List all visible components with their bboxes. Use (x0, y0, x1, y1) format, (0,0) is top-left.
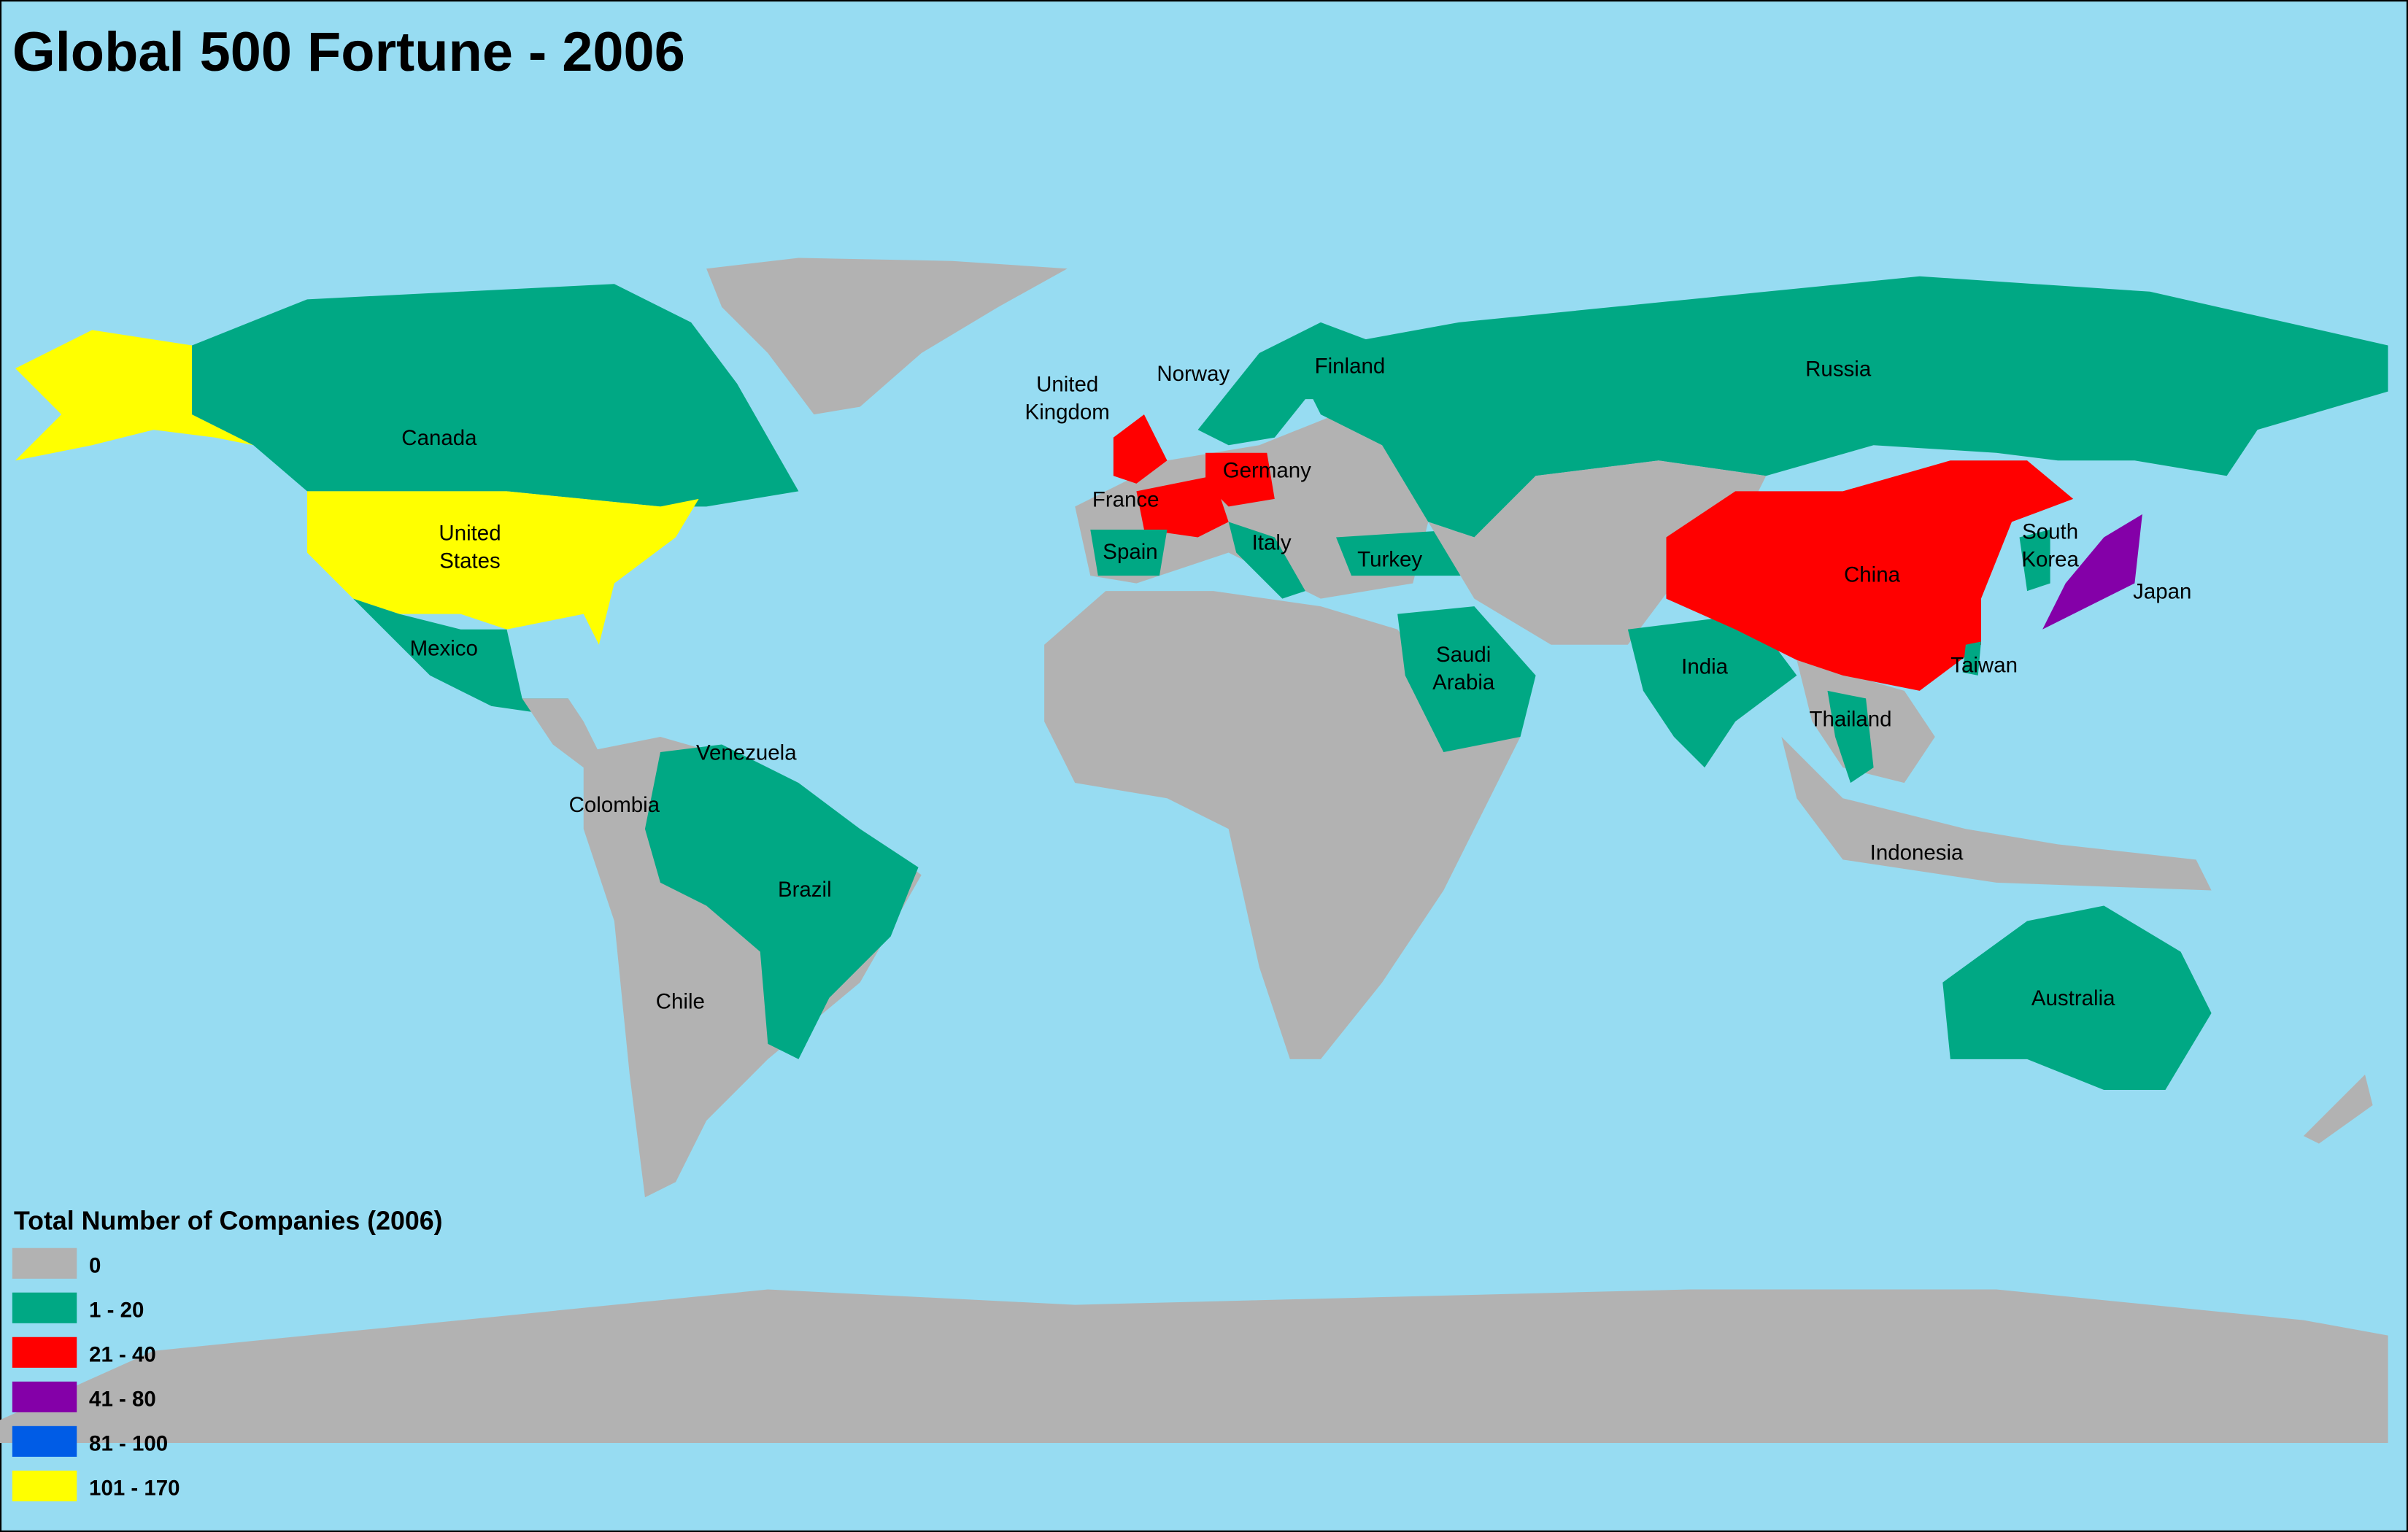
legend: 0 1 - 20 21 - 40 41 - 80 81 - 100 101 - 170 (12, 1247, 180, 1501)
greenland (706, 258, 1068, 415)
country-label: Germany (1223, 458, 1311, 482)
turkey (1335, 529, 1467, 576)
legend-swatch (12, 1425, 77, 1457)
country-label: Australia (2031, 986, 2115, 1010)
usa (306, 491, 699, 645)
taiwan (1962, 641, 1981, 676)
central-america (522, 698, 607, 768)
country-label: Brazil (778, 878, 832, 902)
thailand (1827, 690, 1874, 784)
legend-label: 1 - 20 (89, 1298, 144, 1322)
italy (1228, 522, 1305, 599)
country-label: Venezuela (696, 741, 797, 765)
alaska (15, 330, 254, 461)
legend-swatch (12, 1292, 77, 1323)
country-label: Taiwan (1950, 654, 2018, 678)
brazil-venezuela (644, 744, 919, 1059)
country-label: Chile (656, 989, 705, 1013)
map-title: Global 500 Fortune - 2006 (12, 21, 685, 83)
legend-title: Total Number of Companies (2006) (14, 1206, 443, 1235)
country-label: Japan (2133, 580, 2191, 604)
legend-swatch (12, 1336, 77, 1368)
country-label: South Korea (2021, 520, 2079, 572)
country-label: China (1844, 562, 1901, 587)
legend-label: 81 - 100 (89, 1431, 168, 1455)
india (1627, 614, 1797, 768)
country-label: Turkey (1357, 547, 1422, 571)
country-label: Finland (1315, 354, 1386, 378)
legend-swatch (12, 1381, 77, 1412)
legend-label: 21 - 40 (89, 1342, 156, 1366)
country-label: Indonesia (1870, 840, 1964, 864)
country-label: Colombia (569, 793, 660, 817)
country-label: Mexico (410, 636, 478, 660)
germany (1205, 452, 1275, 507)
country-label: Thailand (1810, 707, 1892, 731)
country-label: Norway (1157, 362, 1230, 386)
antarctica (0, 1289, 2388, 1443)
russia (1289, 276, 2388, 538)
new-zealand (2303, 1074, 2373, 1144)
saudi-arabia (1397, 606, 1536, 753)
legend-label: 41 - 80 (89, 1387, 156, 1411)
country-label: Canada (401, 426, 477, 450)
legend-label: 101 - 170 (89, 1477, 180, 1501)
mexico (353, 598, 568, 714)
legend-swatch (12, 1247, 77, 1279)
south-korea (2019, 529, 2050, 592)
australia (1942, 905, 2212, 1090)
legend-label: 0 (89, 1253, 101, 1277)
uk (1113, 414, 1168, 484)
country-label: Russia (1805, 357, 1872, 382)
country-label: France (1092, 487, 1159, 511)
central-asia (1428, 460, 1767, 645)
spain (1090, 529, 1168, 576)
africa (1044, 591, 1521, 1059)
canada (192, 284, 799, 507)
land (0, 258, 2388, 1443)
country-label: India (1681, 655, 1728, 679)
indonesia (1781, 737, 2212, 891)
country-labels: Canada United States Mexico Venezuela Colombi… (401, 354, 2191, 1013)
legend-swatch (12, 1470, 77, 1501)
country-label: Saudi Arabia (1432, 643, 1495, 695)
country-label: Spain (1103, 540, 1157, 564)
country-label: Italy (1252, 530, 1292, 554)
china (1666, 460, 2074, 691)
country-label: United States (439, 522, 501, 573)
france (1136, 476, 1229, 538)
country-label: United Kingdom (1025, 373, 1110, 425)
japan (2042, 514, 2142, 630)
scandinavia (1197, 322, 1383, 446)
